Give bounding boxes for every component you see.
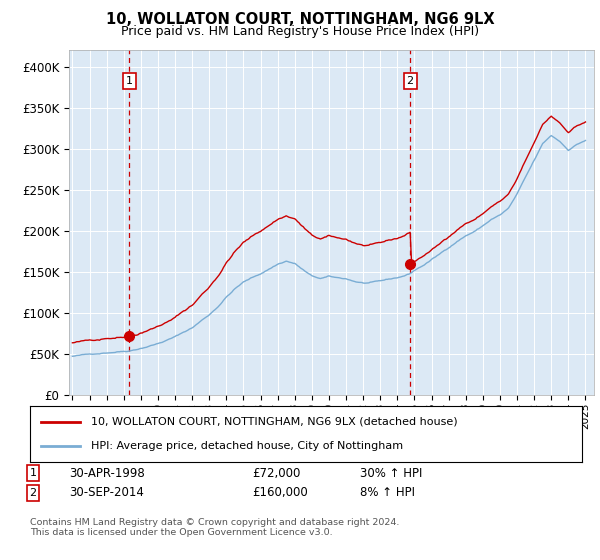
Text: 30-APR-1998: 30-APR-1998	[69, 466, 145, 480]
Text: 10, WOLLATON COURT, NOTTINGHAM, NG6 9LX: 10, WOLLATON COURT, NOTTINGHAM, NG6 9LX	[106, 12, 494, 27]
Text: Contains HM Land Registry data © Crown copyright and database right 2024.
This d: Contains HM Land Registry data © Crown c…	[30, 518, 400, 538]
Text: 2: 2	[29, 488, 37, 498]
Text: 8% ↑ HPI: 8% ↑ HPI	[360, 486, 415, 500]
Text: 1: 1	[29, 468, 37, 478]
Text: 30-SEP-2014: 30-SEP-2014	[69, 486, 144, 500]
Text: 2: 2	[407, 76, 414, 86]
Text: 10, WOLLATON COURT, NOTTINGHAM, NG6 9LX (detached house): 10, WOLLATON COURT, NOTTINGHAM, NG6 9LX …	[91, 417, 457, 427]
Text: £72,000: £72,000	[252, 466, 301, 480]
Text: 1: 1	[126, 76, 133, 86]
Text: Price paid vs. HM Land Registry's House Price Index (HPI): Price paid vs. HM Land Registry's House …	[121, 25, 479, 38]
Text: HPI: Average price, detached house, City of Nottingham: HPI: Average price, detached house, City…	[91, 441, 403, 451]
Text: 30% ↑ HPI: 30% ↑ HPI	[360, 466, 422, 480]
Text: £160,000: £160,000	[252, 486, 308, 500]
